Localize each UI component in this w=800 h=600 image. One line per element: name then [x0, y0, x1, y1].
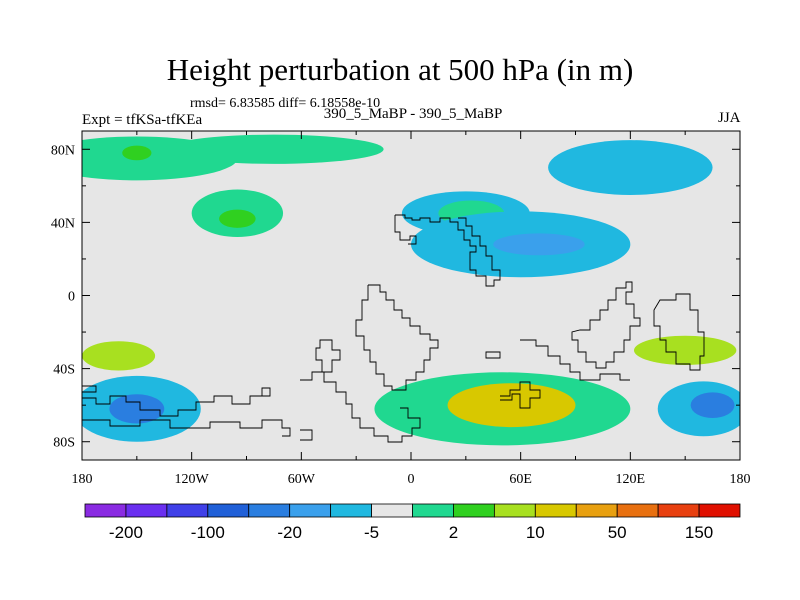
colorbar-label: -20 [277, 523, 302, 542]
y-tick-label: 0 [68, 290, 75, 305]
colorbar-swatch [248, 503, 291, 518]
contour-region-indian-ridge [633, 335, 737, 365]
contour-region-southern-core [447, 383, 576, 428]
contour-region-atlantic-south-core [109, 394, 165, 424]
colorbar-swatch [207, 503, 250, 518]
colorbar-swatch [412, 503, 454, 518]
chart-title: Height perturbation at 500 hPa (in m) [166, 52, 634, 87]
contour-region-sw-pacific [82, 341, 156, 371]
contour-region-asia-trough-core [493, 233, 585, 256]
contour-fields [82, 134, 740, 446]
colorbar-label: -200 [109, 523, 143, 542]
coastlines [82, 214, 705, 443]
y-tick-label: 80S [53, 436, 75, 451]
colorbar: -200 -100 -20 -5 2 10 50 150 [84, 503, 741, 542]
colorbar-swatch [657, 503, 700, 518]
colorbar-swatch [330, 503, 372, 518]
contour-region-north-atlantic-core [122, 145, 152, 161]
colorbar-swatch [371, 503, 413, 518]
x-tick-label: 60W [288, 472, 316, 487]
colorbar-label: -100 [191, 523, 225, 542]
axes: 180 120W 60W 0 60E 120E 180 80N 40N 0 40S 80S [51, 131, 751, 487]
x-tick-label: 120W [175, 472, 210, 487]
experiment-label: Expt = tfKSa-tfKEa [82, 112, 203, 128]
colorbar-label: 50 [608, 523, 627, 542]
colorbar-swatch [125, 503, 168, 518]
x-tick-label: 120E [616, 472, 646, 487]
contour-region-eastasia-north [548, 140, 713, 195]
colorbar-label: -5 [364, 523, 379, 542]
colorbar-label: 2 [449, 523, 458, 542]
colorbar-swatch [698, 503, 741, 518]
colorbar-swatch [166, 503, 209, 518]
contour-region-pacific-north-core [219, 209, 256, 228]
y-tick-label: 80N [51, 143, 75, 158]
colorbar-swatch [289, 503, 332, 518]
colorbar-label: 10 [526, 523, 545, 542]
season-label: JJA [718, 110, 741, 126]
colorbar-swatch [493, 503, 536, 518]
colorbar-swatch [84, 503, 127, 518]
contour-region-north-europe [164, 134, 384, 164]
x-tick-label: 180 [72, 472, 93, 487]
colorbar-swatch [575, 503, 618, 518]
contour-region-australia-core [690, 392, 735, 418]
colorbar-swatch [453, 503, 495, 518]
comparison-label: 390_5_MaBP - 390_5_MaBP [323, 106, 503, 122]
y-tick-label: 40S [53, 363, 75, 378]
colorbar-label: 150 [685, 523, 713, 542]
x-tick-label: 60E [509, 472, 532, 487]
x-tick-label: 180 [730, 472, 751, 487]
x-tick-label: 0 [408, 472, 415, 487]
rmsd-stats: rmsd= 6.83585 diff= 6.18558e-10 [190, 96, 381, 111]
colorbar-swatch [616, 503, 659, 518]
colorbar-swatch [534, 503, 577, 518]
y-tick-label: 40N [51, 216, 75, 231]
